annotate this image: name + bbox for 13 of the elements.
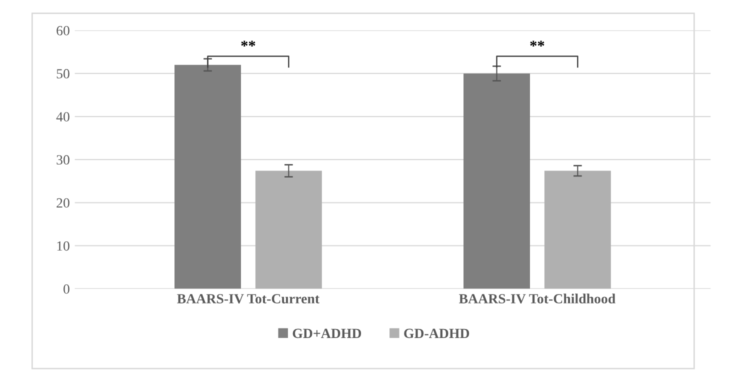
legend-label: GD+ADHD [292, 328, 362, 338]
y-tick-label: 30 [56, 155, 70, 165]
y-tick-label: 40 [56, 112, 70, 122]
annotation: ** [241, 40, 256, 47]
y-tick-label: 10 [57, 241, 70, 251]
y-tick-label: 0 [64, 284, 70, 294]
y-tick-label: 50 [56, 69, 70, 78]
x-tick-label: BAARS-IV Tot-Current [177, 294, 320, 304]
legend-label: GD-ADHD [404, 328, 470, 338]
annotation: ** [530, 40, 544, 47]
y-tick-label: 20 [56, 198, 70, 208]
x-tick-label: BAARS-IV Tot-Childhood [459, 294, 616, 304]
y-tick-label: 60 [56, 26, 70, 36]
